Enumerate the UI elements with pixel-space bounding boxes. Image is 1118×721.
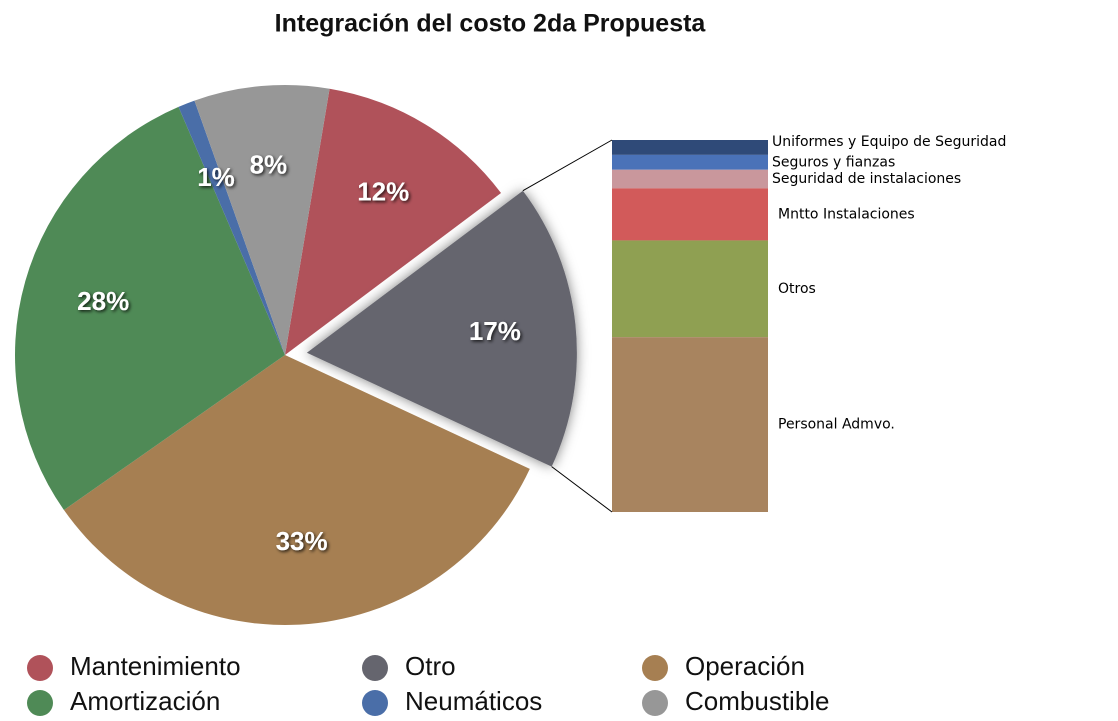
pie-slice xyxy=(194,85,330,355)
legend-label: Neumáticos xyxy=(405,686,542,716)
bar-segment xyxy=(612,154,768,170)
slice-label: 33% xyxy=(276,526,328,556)
pie-slice xyxy=(14,106,285,511)
slice-label: 8% xyxy=(250,150,288,180)
legend-label: Otro xyxy=(405,651,456,681)
pie-slice xyxy=(306,190,577,467)
connector xyxy=(551,466,613,513)
legend-swatch xyxy=(642,655,668,681)
bar-segment xyxy=(612,337,768,512)
bar-label: Personal Admvo. xyxy=(778,417,895,433)
slice-label: 1% xyxy=(197,162,235,192)
bar-label: Otros xyxy=(778,281,816,297)
pie-slice xyxy=(285,88,502,356)
bar-label: Seguros y fianzas xyxy=(772,154,895,170)
slice-label: 17% xyxy=(469,316,521,346)
slice-label: 12% xyxy=(357,176,409,206)
bar-segment xyxy=(612,140,768,155)
legend-label: Amortización xyxy=(70,686,220,716)
connector xyxy=(522,139,613,192)
legend-label: Combustible xyxy=(685,686,830,716)
legend-swatch xyxy=(27,690,53,716)
bar-segment xyxy=(612,169,768,189)
legend-swatch xyxy=(642,690,668,716)
legend-swatch xyxy=(362,690,388,716)
bar-label: Uniformes y Equipo de Seguridad xyxy=(772,134,1006,150)
chart-title: Integración del costo 2da Propuesta xyxy=(275,10,707,38)
legend-label: Mantenimiento xyxy=(70,651,241,681)
legend-swatch xyxy=(362,655,388,681)
bar-segment xyxy=(612,240,768,338)
pie-slice xyxy=(63,355,530,625)
legend-label: Operación xyxy=(685,651,805,681)
bar-segment xyxy=(612,188,768,241)
bar-label: Seguridad de instalaciones xyxy=(772,171,961,187)
slice-label: 28% xyxy=(77,286,129,316)
bar-label: Mntto Instalaciones xyxy=(778,206,915,222)
pie-slice xyxy=(178,100,285,355)
legend-swatch xyxy=(27,655,53,681)
